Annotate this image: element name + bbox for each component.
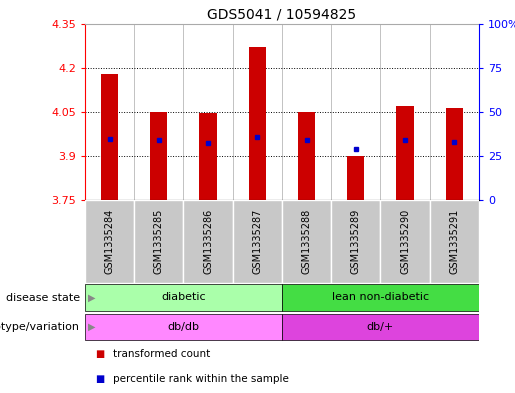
- Text: GSM1335290: GSM1335290: [400, 209, 410, 274]
- Text: lean non-diabetic: lean non-diabetic: [332, 292, 429, 302]
- FancyBboxPatch shape: [134, 200, 183, 283]
- Bar: [347, 156, 365, 200]
- FancyBboxPatch shape: [381, 200, 430, 283]
- Bar: [150, 112, 167, 200]
- Text: GSM1335284: GSM1335284: [105, 209, 115, 274]
- Bar: [249, 47, 266, 200]
- Text: ▶: ▶: [88, 293, 95, 303]
- FancyBboxPatch shape: [282, 285, 479, 311]
- FancyBboxPatch shape: [85, 285, 282, 311]
- Text: GSM1335289: GSM1335289: [351, 209, 361, 274]
- Text: GSM1335288: GSM1335288: [302, 209, 312, 274]
- Text: transformed count: transformed count: [113, 349, 211, 359]
- FancyBboxPatch shape: [85, 200, 134, 283]
- FancyBboxPatch shape: [430, 200, 479, 283]
- FancyBboxPatch shape: [183, 200, 233, 283]
- Text: GSM1335286: GSM1335286: [203, 209, 213, 274]
- FancyBboxPatch shape: [331, 200, 381, 283]
- Text: percentile rank within the sample: percentile rank within the sample: [113, 374, 289, 384]
- Bar: [445, 108, 463, 200]
- FancyBboxPatch shape: [85, 314, 282, 340]
- Text: GSM1335285: GSM1335285: [154, 209, 164, 274]
- Text: db/+: db/+: [367, 321, 394, 332]
- Bar: [101, 73, 118, 200]
- Text: db/db: db/db: [167, 321, 199, 332]
- Text: disease state: disease state: [6, 293, 80, 303]
- Text: ■: ■: [95, 349, 105, 359]
- Bar: [199, 114, 217, 200]
- Text: GSM1335291: GSM1335291: [449, 209, 459, 274]
- Text: ▶: ▶: [88, 322, 95, 332]
- Text: genotype/variation: genotype/variation: [0, 322, 80, 332]
- FancyBboxPatch shape: [233, 200, 282, 283]
- Text: GSM1335287: GSM1335287: [252, 209, 262, 274]
- Text: diabetic: diabetic: [161, 292, 206, 302]
- Text: ■: ■: [95, 374, 105, 384]
- Title: GDS5041 / 10594825: GDS5041 / 10594825: [208, 7, 356, 21]
- FancyBboxPatch shape: [282, 200, 331, 283]
- Bar: [397, 106, 414, 200]
- Bar: [298, 112, 315, 200]
- FancyBboxPatch shape: [282, 314, 479, 340]
